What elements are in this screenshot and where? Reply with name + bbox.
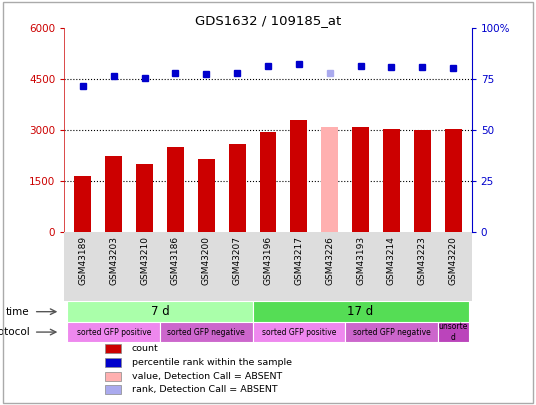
Text: sorted GFP negative: sorted GFP negative xyxy=(353,328,430,337)
Bar xyxy=(259,132,277,232)
Text: sorted GFP negative: sorted GFP negative xyxy=(167,328,245,337)
Bar xyxy=(105,156,122,232)
Text: sorted GFP positive: sorted GFP positive xyxy=(262,328,336,337)
Bar xyxy=(445,129,461,232)
Text: percentile rank within the sample: percentile rank within the sample xyxy=(131,358,292,367)
Text: GSM43223: GSM43223 xyxy=(418,236,427,285)
Text: unsorte
d: unsorte d xyxy=(438,322,468,342)
Bar xyxy=(198,159,215,232)
Bar xyxy=(105,358,121,367)
Bar xyxy=(105,345,121,353)
Bar xyxy=(352,127,369,232)
Bar xyxy=(345,322,438,342)
Text: GSM43220: GSM43220 xyxy=(449,236,458,285)
Bar xyxy=(68,322,160,342)
Bar xyxy=(167,147,184,232)
Text: protocol: protocol xyxy=(0,327,29,337)
Text: GSM43186: GSM43186 xyxy=(171,236,180,285)
Text: sorted GFP positive: sorted GFP positive xyxy=(77,328,151,337)
Text: 7 d: 7 d xyxy=(151,305,169,318)
Bar xyxy=(160,322,252,342)
Bar xyxy=(105,386,121,394)
Text: time: time xyxy=(6,307,29,317)
Text: GSM43214: GSM43214 xyxy=(387,236,396,285)
Text: GSM43210: GSM43210 xyxy=(140,236,149,285)
Text: 17 d: 17 d xyxy=(347,305,374,318)
Text: GSM43196: GSM43196 xyxy=(264,236,272,285)
Bar xyxy=(383,129,400,232)
Bar xyxy=(252,301,468,322)
Bar xyxy=(252,322,345,342)
Bar xyxy=(105,372,121,381)
Text: value, Detection Call = ABSENT: value, Detection Call = ABSENT xyxy=(131,372,282,381)
Bar xyxy=(414,130,431,232)
Bar xyxy=(136,164,153,232)
Text: count: count xyxy=(131,344,158,353)
Text: GSM43193: GSM43193 xyxy=(356,236,365,285)
Text: GSM43203: GSM43203 xyxy=(109,236,118,285)
Text: GSM43217: GSM43217 xyxy=(294,236,303,285)
Bar xyxy=(229,144,245,232)
Text: GSM43226: GSM43226 xyxy=(325,236,334,285)
Text: GSM43200: GSM43200 xyxy=(202,236,211,285)
Bar xyxy=(291,120,307,232)
Text: rank, Detection Call = ABSENT: rank, Detection Call = ABSENT xyxy=(131,385,277,394)
Bar xyxy=(68,301,252,322)
Bar xyxy=(75,176,91,232)
Title: GDS1632 / 109185_at: GDS1632 / 109185_at xyxy=(195,14,341,27)
Bar xyxy=(321,127,338,232)
Text: GSM43207: GSM43207 xyxy=(233,236,242,285)
Text: GSM43189: GSM43189 xyxy=(78,236,87,285)
Bar xyxy=(438,322,468,342)
